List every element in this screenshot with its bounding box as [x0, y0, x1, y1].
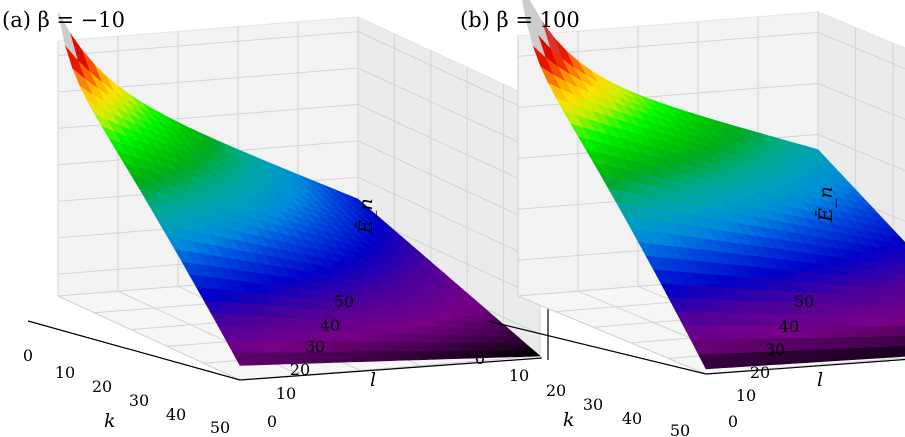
- x-tick-label: 10: [55, 363, 75, 382]
- surface: [57, 11, 541, 366]
- y-tick-label: 40: [320, 316, 340, 335]
- x-tick-label: 0: [475, 349, 485, 368]
- grid-line: [57, 67, 541, 153]
- y-tick-label: 50: [794, 292, 814, 311]
- grid-line: [57, 31, 541, 117]
- x-tick-label: 30: [129, 391, 149, 410]
- z-axis-label: Ē_n: [814, 186, 837, 223]
- x-tick-label: 30: [583, 395, 603, 414]
- panel-b: (b) β = 100010203040500102030405010−610−…: [460, 0, 905, 437]
- y-tick-label: 30: [305, 337, 325, 356]
- x-axis-label: k: [563, 409, 575, 431]
- y-tick-label: 10: [276, 384, 296, 403]
- surface: [522, 0, 905, 370]
- panel-title: (b) β = 100: [460, 8, 580, 32]
- y-tick-label: 20: [750, 363, 770, 382]
- y-axis-label: l: [817, 369, 823, 391]
- x-tick-label: 10: [509, 366, 529, 385]
- y-tick-label: 10: [736, 386, 756, 405]
- x-tick-label: 20: [546, 381, 566, 400]
- x-tick-label: 50: [670, 421, 690, 437]
- z-axis-label: Ē_n: [354, 198, 377, 235]
- grid-line: [57, 295, 241, 381]
- surface-patch: [57, 11, 78, 60]
- panel-a: (a) β = −10010203040500102030405010−510−…: [2, 8, 596, 437]
- grid-line: [517, 31, 905, 70]
- y-axis-line: [705, 358, 905, 375]
- y-tick-label: 30: [765, 340, 785, 359]
- y-axis-line: [239, 357, 543, 381]
- y-tick-label: 0: [267, 412, 277, 431]
- grid-line: [705, 357, 905, 375]
- x-tick-label: 20: [92, 377, 112, 396]
- x-axis-label: k: [104, 410, 116, 432]
- x-axis-line: [27, 320, 241, 381]
- y-tick-label: 20: [290, 360, 310, 379]
- y-tick-label: 40: [779, 317, 799, 336]
- y-tick-label: 0: [728, 412, 738, 431]
- surface-patch: [522, 0, 538, 34]
- grid-line: [517, 295, 707, 375]
- x-tick-label: 40: [166, 405, 186, 424]
- y-axis-label: l: [370, 369, 376, 391]
- x-tick-label: 50: [210, 418, 230, 437]
- y-tick-label: 50: [334, 292, 354, 311]
- x-tick-label: 0: [23, 346, 33, 365]
- x-tick-label: 40: [622, 409, 642, 428]
- panel-title: (a) β = −10: [2, 8, 125, 32]
- x-axis-line: [487, 320, 707, 375]
